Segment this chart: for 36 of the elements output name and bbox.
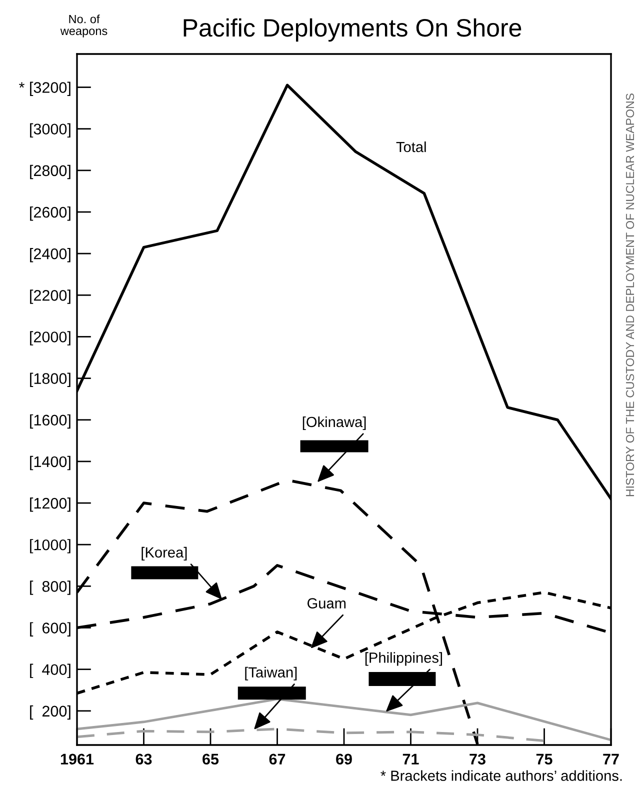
y-tick-label: [2800] bbox=[30, 164, 70, 180]
y-tick-label: [ 800] bbox=[30, 580, 70, 595]
y-tick-label: [1400] bbox=[30, 456, 70, 470]
line-series bbox=[77, 728, 546, 742]
text: * Brackets indicate authors’ additions. bbox=[380, 770, 622, 781]
y-tick-label: [ 200] bbox=[30, 705, 70, 720]
x-tick-label: 75 bbox=[536, 754, 552, 765]
y-tick-label: [2000] bbox=[30, 331, 70, 346]
x-tick-label: 73 bbox=[470, 754, 486, 765]
y-tick-label: [2200] bbox=[30, 290, 70, 304]
annotation: [Philippines] bbox=[365, 652, 442, 666]
y-tick-label: [2600] bbox=[30, 206, 70, 221]
x-tick-label: 65 bbox=[202, 754, 219, 765]
annotation: [Taiwan] bbox=[245, 666, 297, 680]
chart-title: Pacific Deployments On Shore bbox=[184, 18, 522, 42]
text: HISTORY OF THE CUSTODY AND DEPLOYMENT OF NUCLEAR WEAPONS bbox=[626, 94, 634, 496]
y-tick-label: [ 600] bbox=[30, 622, 70, 636]
x-tick-label: 67 bbox=[269, 754, 286, 765]
y-tick-label: [1000] bbox=[30, 539, 70, 554]
annotation: Guam bbox=[308, 598, 346, 608]
x-tick-label: 71 bbox=[402, 754, 419, 764]
y-tick-label: [1200] bbox=[30, 497, 70, 512]
x-tick-label: 1961 bbox=[60, 754, 94, 765]
y-tick-label: [1600] bbox=[30, 414, 70, 429]
annotation: Total bbox=[396, 141, 426, 152]
y-tick-label: [ 400] bbox=[30, 664, 70, 678]
x-tick-label: 69 bbox=[336, 754, 352, 765]
y-axis-title: No. of weapons bbox=[60, 14, 108, 38]
x-tick-label: 63 bbox=[136, 754, 152, 765]
y-tick-label: [1800] bbox=[30, 372, 70, 387]
y-tick-label: [2400] bbox=[30, 248, 70, 262]
annotation: [Okinawa] bbox=[302, 416, 366, 430]
annotation: [Korea] bbox=[142, 546, 187, 560]
y-tick-label: [3000] bbox=[30, 123, 70, 138]
x-tick-label: 77 bbox=[603, 754, 619, 764]
y-tick-label: * [3200] bbox=[19, 82, 70, 96]
